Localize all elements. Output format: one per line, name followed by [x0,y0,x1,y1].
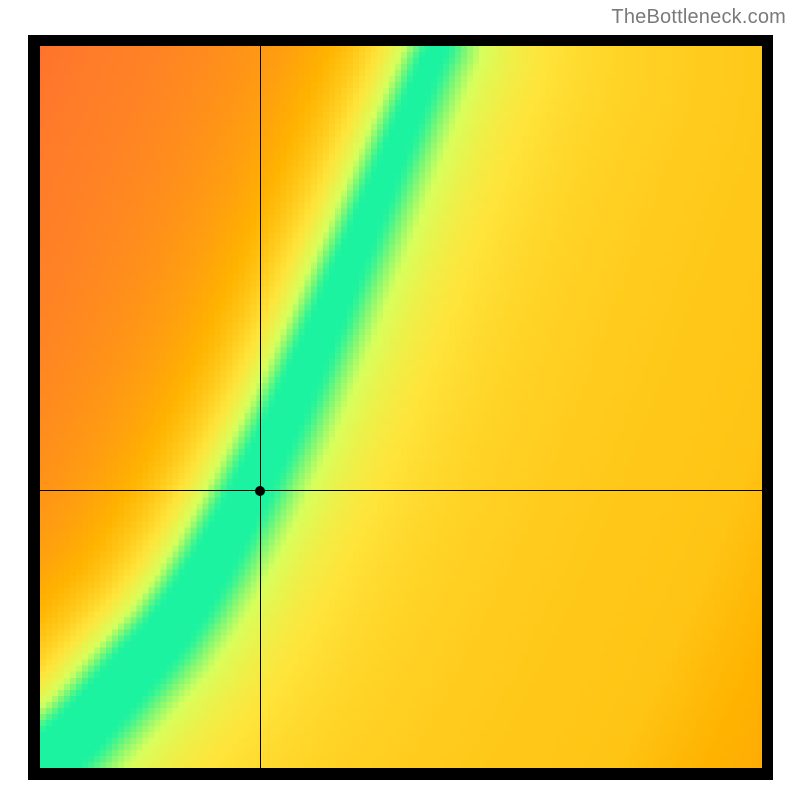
bottleneck-heatmap [40,46,762,768]
selection-marker-dot [255,486,265,496]
crosshair-horizontal [40,490,762,491]
attribution-text: TheBottleneck.com [611,6,786,29]
chart-container: TheBottleneck.com [0,0,800,800]
crosshair-vertical [260,46,261,768]
